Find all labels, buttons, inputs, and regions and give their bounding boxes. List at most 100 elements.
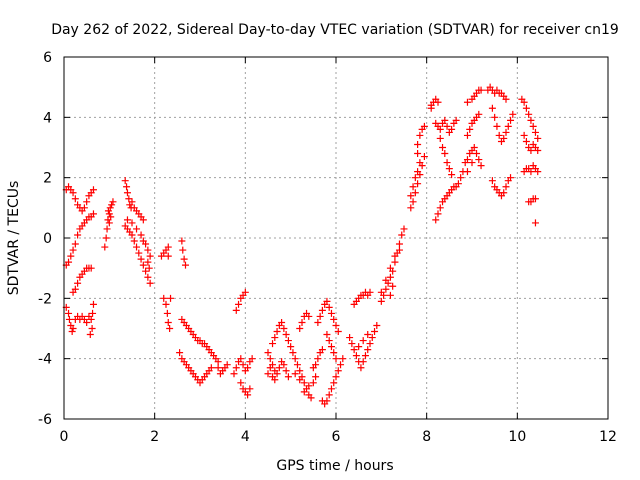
data-point [400,225,408,233]
data-point [214,364,222,372]
data-point [264,349,272,357]
data-point [366,340,374,348]
data-point [452,116,460,124]
data-point [271,334,279,342]
data-point [65,315,73,323]
data-point [439,144,447,151]
data-point [144,246,152,254]
data-point [409,183,417,191]
data-point [69,189,77,197]
data-point [296,325,304,332]
data-point [241,288,249,296]
data-point [130,237,138,245]
data-point [223,361,231,369]
data-point [137,231,145,239]
data-point [271,376,279,384]
data-point [103,225,111,233]
data-point [314,318,322,326]
data-point [327,385,335,393]
data-point [269,340,277,348]
data-point [104,207,112,215]
data-point [414,180,422,188]
data-point [142,240,150,248]
data-point [83,198,91,206]
data-point [443,122,451,130]
y-tick-label: 0 [43,231,52,247]
data-point [520,131,528,139]
data-point [244,391,252,399]
data-point [309,379,317,387]
data-point [80,204,88,212]
data-point [86,331,94,339]
data-point [454,180,462,188]
data-point [312,361,320,369]
data-point [282,331,290,339]
data-point [68,328,76,336]
data-point [109,198,117,206]
data-point [164,318,172,326]
data-point [407,204,415,212]
data-point [307,394,315,402]
data-point [441,116,449,124]
data-point [327,343,335,351]
data-point [164,252,172,260]
data-point [207,364,215,372]
data-point [105,210,113,218]
data-point [278,318,286,326]
data-point [105,219,113,227]
data-point [67,252,75,260]
data-point [300,379,308,387]
data-point [166,325,174,332]
data-point [137,255,145,263]
data-point [520,98,528,106]
data-point [527,147,535,155]
data-point [531,128,539,136]
x-tick-label: 0 [60,429,69,445]
data-point [522,104,530,112]
data-point [164,243,172,251]
data-point [145,264,153,272]
data-point [71,195,79,203]
y-tick-label: -6 [38,412,52,428]
data-point [284,337,292,345]
data-point [477,86,485,94]
data-point [436,125,444,133]
data-point [359,337,367,345]
data-point [531,219,539,227]
data-point [416,131,424,139]
data-point [300,388,308,396]
data-point [457,174,465,182]
data-point [88,325,96,332]
data-point [178,237,186,245]
data-point [102,234,110,242]
data-point [323,397,331,405]
x-tick-label: 6 [332,429,341,445]
data-point [298,318,306,326]
data-point [352,352,360,360]
data-point [275,364,283,372]
data-point [107,213,115,221]
data-point [468,159,476,167]
data-point [160,294,168,302]
data-point [296,376,304,384]
data-point [69,246,77,254]
data-point [357,364,365,372]
data-point [181,261,189,269]
data-point [133,243,141,251]
data-point [414,150,422,158]
data-point [332,321,340,329]
data-point [266,355,274,363]
data-point [83,318,91,326]
data-point [386,273,394,281]
data-point [534,134,542,142]
x-tick-label: 12 [599,429,617,445]
data-point [144,258,152,266]
data-point [330,379,338,387]
data-point [463,98,471,106]
data-point [389,282,397,290]
data-point [74,279,82,287]
data-point [135,249,143,257]
data-point [71,285,79,293]
data-point [436,204,444,212]
data-point [463,168,471,176]
